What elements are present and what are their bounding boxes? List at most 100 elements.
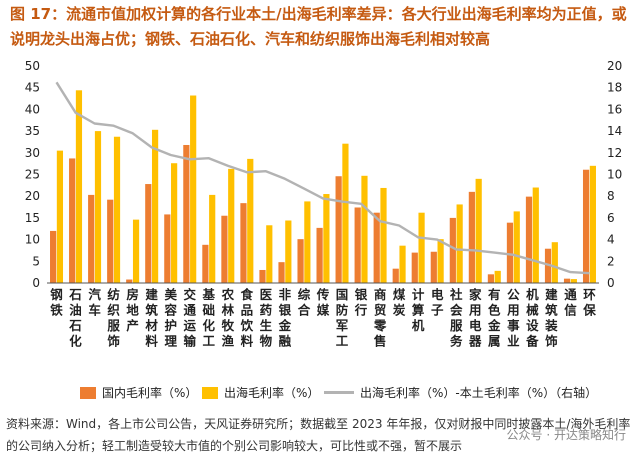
bar-domestic	[145, 184, 152, 283]
y-left-tick-label: 45	[25, 81, 40, 95]
bar-domestic	[240, 203, 247, 283]
bar-domestic	[392, 268, 399, 283]
chart-title: 图 17：流通市值加权计算的各行业本土/出海毛利率差异：各大行业出海毛利率均为正…	[10, 5, 627, 48]
bar-overseas	[56, 150, 64, 283]
y-right-tick-label: 6	[607, 211, 615, 225]
bar-domestic	[183, 144, 190, 283]
legend-item-overseas: 出海毛利率（%）	[202, 384, 319, 401]
legend-label-diff: 出海毛利率（%）-本土毛利率（%）（右轴）	[360, 386, 598, 400]
x-tick-label: 电子	[431, 287, 444, 318]
bar-domestic	[411, 252, 418, 283]
bar-overseas	[171, 163, 178, 283]
x-tick-label: 非银金融	[278, 287, 292, 349]
x-tick-label: 医药生物	[260, 287, 273, 349]
bar-domestic	[354, 207, 361, 283]
bar-domestic	[259, 269, 266, 283]
y-left-tick-label: 10	[25, 233, 40, 247]
bar-overseas	[513, 211, 520, 283]
bar-overseas	[380, 187, 387, 283]
legend-label-overseas: 出海毛利率（%）	[224, 386, 320, 400]
x-tick-label: 综合	[298, 287, 311, 318]
x-tick-label: 房地产	[126, 287, 139, 333]
y-left-tick-label: 5	[32, 254, 40, 268]
y-right-tick-label: 14	[607, 124, 622, 138]
bar-domestic	[468, 191, 475, 283]
bar-overseas	[228, 168, 235, 283]
bar-overseas	[361, 175, 368, 283]
bar-domestic	[525, 196, 533, 283]
y-left-tick-label: 40	[25, 102, 40, 116]
y-left-tick-label: 50	[25, 59, 40, 73]
x-tick-label: 银行	[354, 287, 368, 318]
bar-overseas	[285, 220, 292, 283]
x-tick-label: 食品饮料	[240, 287, 254, 349]
bar-overseas	[190, 95, 197, 284]
bar-overseas	[399, 245, 406, 283]
bar-overseas	[456, 204, 463, 283]
legend-swatch-overseas	[202, 386, 218, 399]
x-tick-label: 有色金属	[487, 287, 501, 349]
bar-overseas	[94, 131, 102, 283]
x-tick-label: 基础化工	[202, 287, 216, 349]
bar-overseas	[75, 90, 83, 283]
legend-swatch-domestic	[80, 386, 96, 399]
x-tick-label: 石油石化	[68, 287, 82, 349]
x-tick-label: 公用事业	[506, 287, 520, 349]
x-tick-label: 商贸零售	[373, 287, 387, 349]
x-tick-label: 通信	[564, 287, 577, 318]
bar-overseas	[342, 143, 349, 283]
bar-overseas	[132, 219, 140, 283]
bar-overseas	[323, 194, 330, 283]
x-tick-label: 建筑材料	[144, 287, 158, 349]
bar-overseas	[589, 165, 596, 283]
bar-overseas	[475, 178, 482, 283]
x-tick-label: 国防军工	[336, 287, 349, 349]
y-right-tick-label: 10	[607, 168, 622, 182]
bar-domestic	[278, 262, 285, 283]
bar-domestic	[487, 274, 495, 283]
y-right-tick-label: 18	[607, 81, 622, 95]
y-right-tick-label: 2	[607, 254, 615, 268]
legend-swatch-diff	[324, 391, 354, 394]
y-left-tick-label: 30	[25, 146, 40, 160]
bar-domestic	[373, 212, 380, 283]
bar-overseas	[113, 136, 121, 283]
bar-overseas	[247, 158, 254, 283]
bar-domestic	[107, 199, 114, 283]
x-tick-label: 汽车	[88, 287, 101, 318]
bar-overseas	[418, 212, 425, 283]
line-diff-series	[55, 81, 590, 275]
x-tick-label: 煤炭	[393, 287, 406, 318]
bar-overseas	[532, 187, 539, 283]
y-right-tick-label: 20	[607, 59, 622, 73]
bar-domestic	[50, 230, 57, 283]
y-left-tick-label: 0	[32, 276, 40, 290]
bar-domestic	[449, 217, 456, 283]
x-tick-label: 美容护理	[163, 287, 177, 349]
bar-domestic	[126, 279, 133, 283]
x-tick-label: 农林牧渔	[221, 287, 235, 349]
bar-overseas	[551, 242, 558, 283]
y-left-tick-label: 15	[25, 211, 40, 225]
x-tick-label: 建筑装饰	[544, 287, 558, 349]
bar-domestic	[164, 214, 171, 283]
x-tick-label: 计算机	[412, 287, 425, 333]
bar-overseas	[494, 270, 501, 283]
bar-domestic	[69, 158, 76, 283]
bar-overseas	[209, 194, 216, 283]
y-right-tick-label: 16	[607, 102, 622, 116]
bar-domestic	[430, 251, 437, 283]
bar-domestic	[316, 227, 323, 283]
bar-domestic	[335, 176, 342, 283]
bar-overseas	[151, 129, 159, 283]
x-tick-label: 交通运输	[184, 287, 197, 349]
bar-overseas	[437, 239, 444, 283]
y-left-tick-label: 35	[25, 124, 40, 138]
bar-overseas	[304, 201, 311, 283]
chart-area: 0 5 10 15 20 25 30 35 40 45 50 0 2 4 6 8 10 12 14 16 18 20 钢铁石…	[25, 59, 623, 349]
bar-domestic	[506, 222, 514, 283]
x-tick-label: 社会服务	[449, 287, 463, 349]
x-tick-label: 机械设备	[525, 287, 539, 349]
bar-domestic	[202, 244, 209, 283]
bar-domestic	[221, 215, 228, 283]
